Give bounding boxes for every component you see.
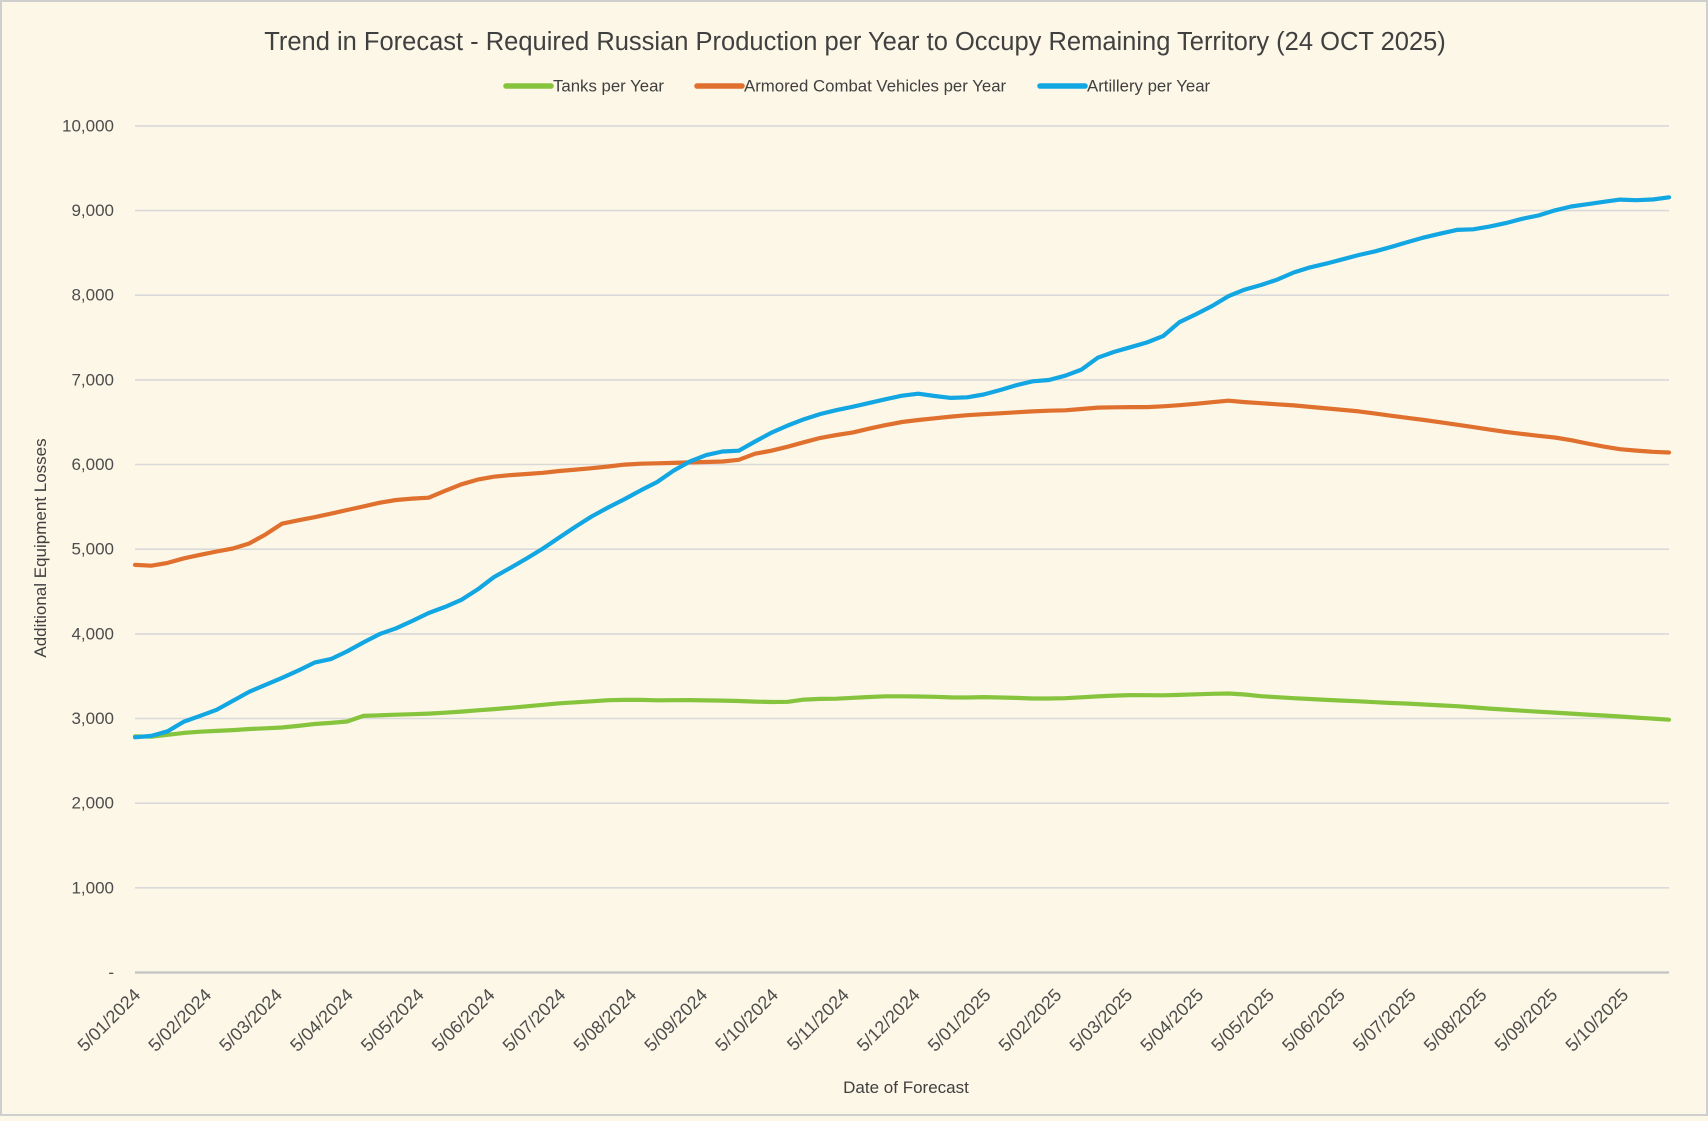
svg-text:8,000: 8,000 (71, 286, 114, 305)
svg-text:3,000: 3,000 (71, 709, 114, 728)
svg-text:5,000: 5,000 (71, 540, 114, 559)
svg-text:9,000: 9,000 (71, 201, 114, 220)
svg-text:1,000: 1,000 (71, 878, 114, 897)
svg-text:Tanks per Year: Tanks per Year (553, 77, 664, 96)
svg-text:4,000: 4,000 (71, 624, 114, 643)
svg-text:Additional Equipment Losses: Additional Equipment Losses (31, 438, 50, 657)
svg-text:Date of Forecast: Date of Forecast (843, 1078, 969, 1097)
svg-text:6,000: 6,000 (71, 455, 114, 474)
svg-text:Artillery per Year: Artillery per Year (1087, 77, 1211, 96)
svg-text:10,000: 10,000 (62, 116, 114, 135)
svg-text:Armored Combat Vehicles per Ye: Armored Combat Vehicles per Year (744, 77, 1007, 96)
svg-text:Trend in Forecast - Required R: Trend in Forecast - Required Russian Pro… (264, 28, 1446, 56)
svg-text:-: - (108, 963, 114, 982)
svg-text:7,000: 7,000 (71, 370, 114, 389)
svg-text:2,000: 2,000 (71, 794, 114, 813)
